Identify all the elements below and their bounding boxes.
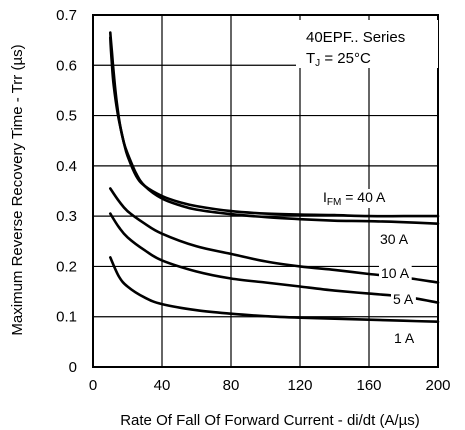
annotation-background — [296, 20, 438, 68]
x-axis-label: Rate Of Fall Of Forward Current - di/dt … — [120, 412, 420, 429]
curve-label-mask — [391, 291, 416, 307]
plot-frame — [92, 14, 439, 368]
curve-labels: IFM = 40 A 30 A 10 A 5 A 1 A — [321, 189, 417, 346]
x-tick-label: 40 — [154, 377, 171, 394]
y-tick-label: 0 — [69, 359, 77, 376]
curve-label-mask — [321, 189, 388, 208]
y-axis-label: Maximum Reverse Recovery Time - Trr (µs) — [9, 44, 26, 335]
series-line-ifm-40-a-lower — [109, 36, 440, 225]
series-line-10-a — [109, 212, 440, 304]
y-tick-label: 0.5 — [56, 108, 77, 125]
x-tick-label: 200 — [425, 377, 450, 394]
curves — [109, 31, 440, 323]
curve-label-30a: 30 A — [380, 231, 409, 247]
y-tick-label: 0.1 — [56, 309, 77, 326]
curve-label-1a: 1 A — [394, 330, 415, 346]
ticks: 0 40 80 120 160 200 0 0.1 0.2 0.3 0.4 0.5 0.6 0.7 — [56, 7, 450, 394]
annotation-box: 40EPF.. Series TJ = 25°C — [296, 20, 438, 69]
x-tick-label: 80 — [223, 377, 240, 394]
y-tick-label: 0.2 — [56, 258, 77, 275]
y-tick-label: 0.4 — [56, 158, 77, 175]
series-line-30-a — [109, 187, 440, 284]
x-tick-label: 160 — [356, 377, 381, 394]
series-line-5-a — [109, 256, 440, 323]
curve-label-mask — [379, 265, 412, 281]
curve-label-10a: 10 A — [381, 265, 410, 281]
y-tick-label: 0.7 — [56, 7, 77, 24]
y-tick-label: 0.6 — [56, 57, 77, 74]
annotation-temperature: TJ = 25°C — [306, 50, 371, 69]
x-tick-label: 0 — [89, 377, 97, 394]
curve-label-5a: 5 A — [393, 291, 414, 307]
curve-label-40a: IFM = 40 A — [323, 189, 386, 208]
curve-label-mask — [378, 231, 411, 247]
x-tick-label: 120 — [287, 377, 312, 394]
y-tick-label: 0.3 — [56, 208, 77, 225]
curve-label-mask — [392, 330, 417, 346]
annotation-series: 40EPF.. Series — [306, 29, 405, 46]
